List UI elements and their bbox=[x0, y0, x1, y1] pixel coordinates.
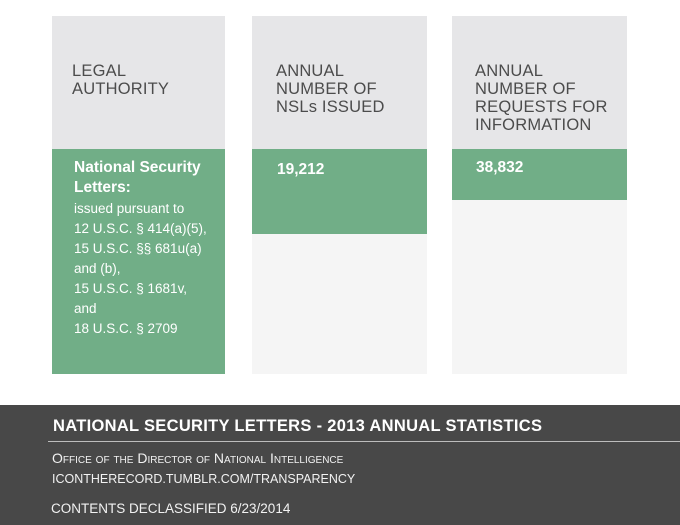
nsls-issued-cell: 19,212 bbox=[252, 149, 427, 234]
statute-line: and (b), bbox=[74, 261, 121, 276]
legal-authority-header: LEGAL AUTHORITY bbox=[52, 16, 225, 149]
requests-header-text: ANNUAL NUMBER OF REQUESTS FOR INFORMATIO… bbox=[475, 62, 608, 134]
nsls-issued-column: ANNUAL NUMBER OF NSLs ISSUED 19,212 bbox=[252, 16, 427, 374]
legal-authority-column: LEGAL AUTHORITY National Security Letter… bbox=[52, 16, 225, 374]
legal-authority-cell: National Security Letters: issued pursua… bbox=[52, 149, 225, 374]
requests-column: ANNUAL NUMBER OF REQUESTS FOR INFORMATIO… bbox=[452, 16, 627, 374]
footer-org: Office of the Director of National Intel… bbox=[52, 450, 344, 466]
footer-declassified: CONTENTS DECLASSIFIED 6/23/2014 bbox=[51, 501, 291, 516]
statute-line: 15 U.S.C. §§ 681u(a) bbox=[74, 241, 202, 256]
statute-line: 18 U.S.C. § 2709 bbox=[74, 321, 178, 336]
nsls-issued-header-text: ANNUAL NUMBER OF NSLs ISSUED bbox=[276, 62, 385, 116]
nsls-issued-header: ANNUAL NUMBER OF NSLs ISSUED bbox=[252, 16, 427, 149]
footer-title: NATIONAL SECURITY LETTERS - 2013 ANNUAL … bbox=[53, 417, 543, 435]
requests-value: 38,832 bbox=[476, 159, 524, 176]
nsls-issued-value: 19,212 bbox=[277, 161, 325, 178]
legal-authority-header-text: LEGAL AUTHORITY bbox=[72, 62, 170, 98]
footer-divider bbox=[48, 441, 680, 442]
footer-url[interactable]: ICONTHERECORD.TUMBLR.COM/TRANSPARENCY bbox=[52, 472, 356, 486]
requests-header: ANNUAL NUMBER OF REQUESTS FOR INFORMATIO… bbox=[452, 16, 627, 149]
statute-line: issued pursuant to bbox=[74, 201, 185, 216]
nsl-title: National Security Letters: bbox=[74, 159, 201, 196]
statute-line: 15 U.S.C. § 1681v, bbox=[74, 281, 188, 296]
nsl-statutes: issued pursuant to 12 U.S.C. § 414(a)(5)… bbox=[74, 199, 225, 339]
statute-line: 12 U.S.C. § 414(a)(5), bbox=[74, 221, 207, 236]
statute-line: and bbox=[74, 301, 97, 316]
footer: NATIONAL SECURITY LETTERS - 2013 ANNUAL … bbox=[0, 405, 680, 525]
requests-cell: 38,832 bbox=[452, 149, 627, 200]
